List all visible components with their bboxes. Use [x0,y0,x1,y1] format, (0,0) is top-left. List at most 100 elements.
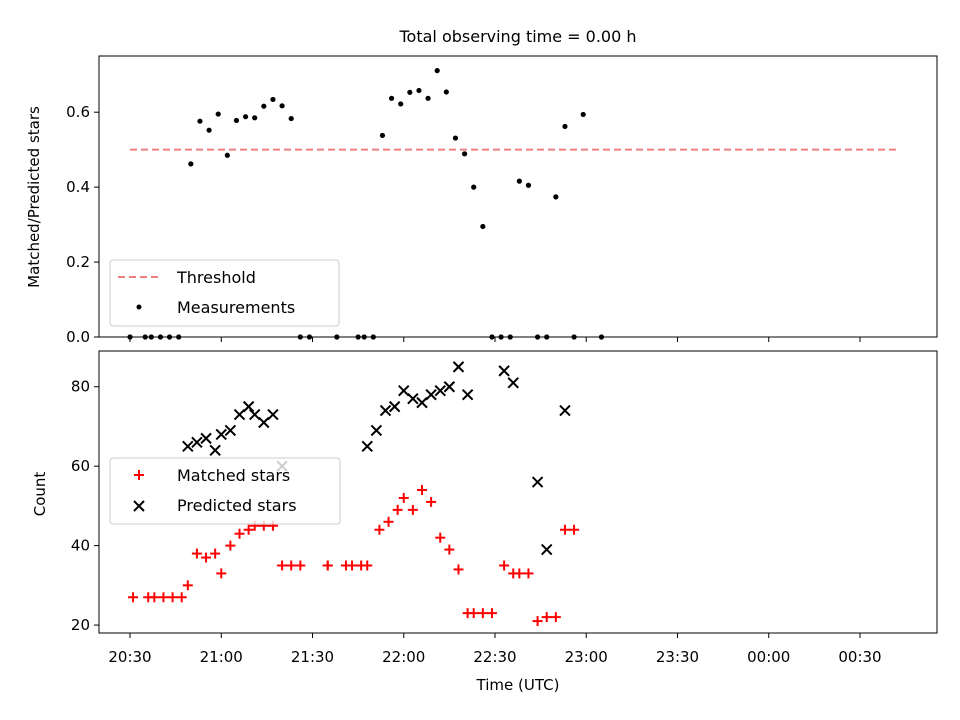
matched-star-point [407,504,418,515]
x-tick-label: 00:00 [747,648,790,666]
measurement-point [206,127,212,133]
x-axis-label: Time (UTC) [476,676,560,694]
measurement-point [148,334,154,340]
measurement-point [407,89,413,95]
matched-star-point [550,612,561,623]
matched-star-point [295,560,306,571]
measurement-point [197,118,203,124]
matched-star-point [277,560,288,571]
bottom-y-axis-label: Count [31,472,49,517]
matched-star-point [477,608,488,619]
measurement-point [388,95,395,101]
measurement-point [166,334,173,340]
measurement-point [461,151,468,157]
matched-stars-points [128,485,580,627]
measurement-point [562,123,568,130]
predicted-star-point [370,424,383,437]
measurement-points [127,68,605,340]
x-tick-label: 23:30 [656,648,699,666]
predicted-star-point [461,388,474,401]
matched-star-point [374,524,385,535]
matched-star-point [191,548,202,559]
measurement-point [142,334,148,340]
bottom-legend: Matched stars Predicted stars [109,457,341,525]
x-tick-label: 22:30 [473,648,516,666]
measurement-point [297,334,303,340]
matched-star-point [486,608,497,619]
measurement-point [370,334,376,340]
measurement-point [434,68,440,74]
predicted-star-point [425,388,437,401]
measurement-point [489,334,495,340]
legend-measurement-swatch [136,304,142,310]
measurement-point [252,115,258,121]
matched-star-point [453,564,464,575]
top-axes-frame [98,55,938,338]
matched-star-point [417,485,427,496]
measurement-point [215,111,221,117]
matched-star-point [243,524,254,535]
matched-star-point [444,544,455,555]
predicted-star-point [531,476,544,488]
matched-star-point [523,568,534,579]
matched-star-point [286,560,297,571]
x-tick-label: 23:00 [565,648,608,666]
matched-star-point [383,516,394,527]
matched-star-point [362,560,373,571]
predicted-star-point [267,408,279,421]
matched-star-point [234,528,245,539]
predicted-star-point [498,365,510,377]
matched-star-point [210,548,221,559]
predicted-star-point [398,385,410,397]
top-y-tick-label: 0.2 [66,253,90,271]
top-y-tick-label: 0.4 [66,178,90,196]
legend-threshold-label: Threshold [176,268,256,287]
measurement-point [127,334,133,340]
top-panel: 0.0 0.2 0.4 0.6 Matched/Predicted stars Thr… [25,55,938,346]
measurement-point [544,334,550,340]
predicted-star-point [361,440,373,453]
x-tick-label: 21:00 [200,648,243,666]
measurement-point [279,103,285,109]
bottom-y-tick-label: 60 [71,457,90,475]
matched-star-point [149,592,160,603]
measurement-point [443,89,449,95]
bottom-y-ticks: 20 40 60 80 [71,378,99,634]
measurement-point [525,182,532,188]
matched-star-point [569,524,580,535]
predicted-star-point [258,416,270,429]
predicted-star-point [182,440,194,453]
measurement-point [416,87,422,94]
matched-star-point [225,540,236,551]
predicted-star-point [559,404,571,417]
measurement-point [553,194,559,200]
bottom-y-tick-label: 80 [71,378,90,396]
top-y-tick-label: 0.0 [66,328,90,346]
matched-star-point [216,568,227,579]
measurement-point [157,334,164,340]
top-x-ticks [129,337,861,342]
bottom-y-tick-label: 20 [71,616,90,634]
matched-star-point [426,496,437,507]
predicted-star-point [249,408,261,421]
predicted-star-point [209,444,221,457]
predicted-star-point [452,361,465,373]
predicted-stars-points [182,361,571,556]
top-legend-box [109,259,340,327]
legend-predicted-label: Predicted stars [177,496,297,515]
measurement-point [452,135,459,141]
bottom-legend-box [109,457,341,525]
matched-star-point [499,560,510,571]
measurement-point [425,95,431,101]
measurement-point [398,101,404,107]
measurement-point [233,117,240,124]
predicted-star-point [434,385,446,397]
measurement-point [534,334,541,340]
top-y-axis-label: Matched/Predicted stars [25,106,43,288]
predicted-star-point [541,543,553,556]
predicted-star-point [191,436,203,449]
matched-star-point [541,612,552,623]
measurement-point [498,334,504,340]
x-tick-label: 00:30 [838,648,881,666]
